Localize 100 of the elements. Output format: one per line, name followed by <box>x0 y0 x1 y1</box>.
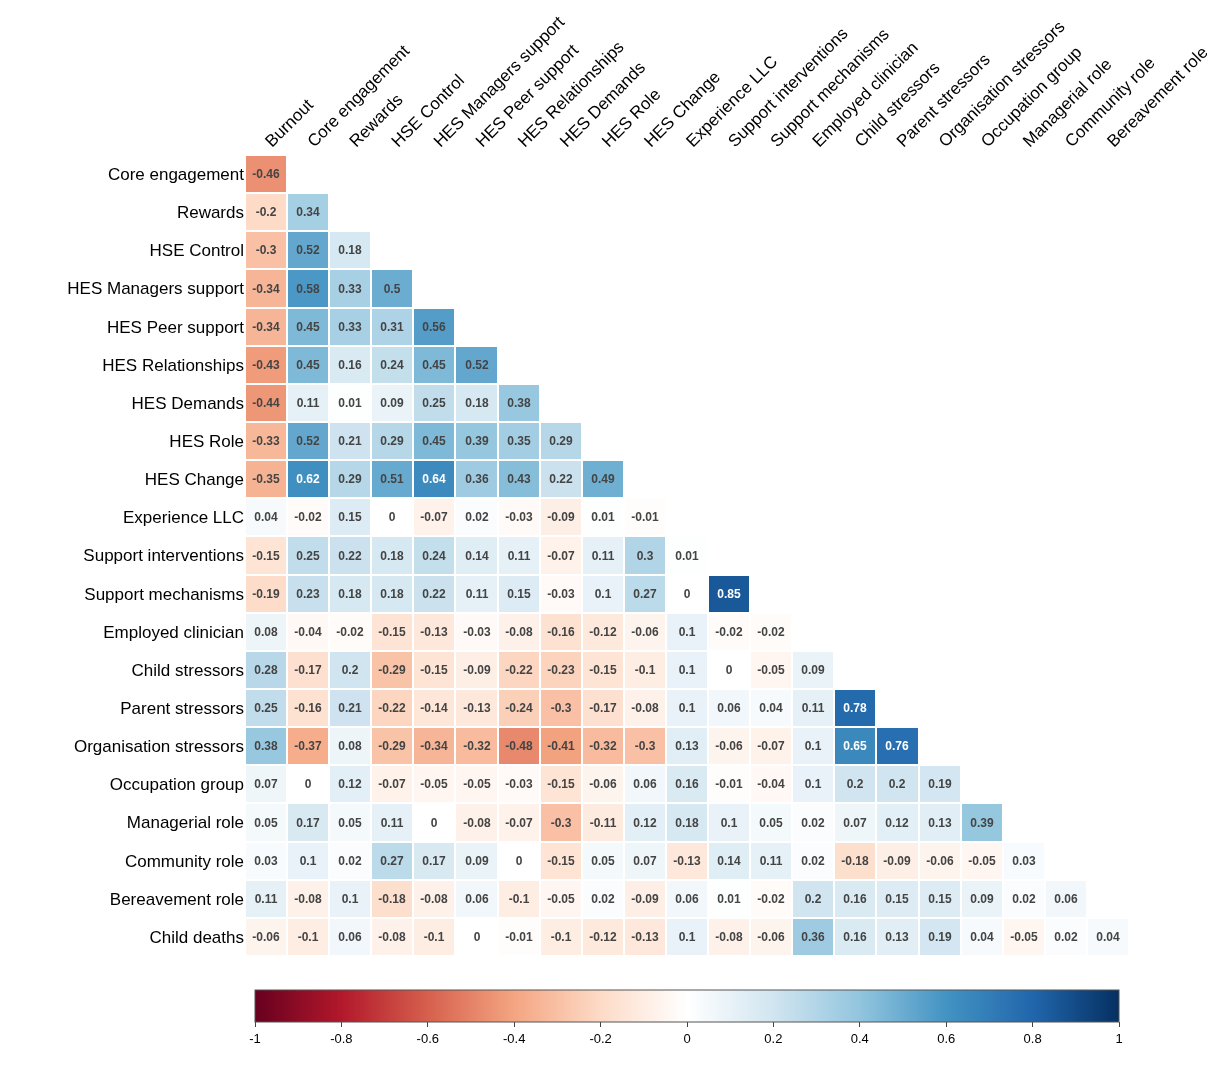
data-label: 0.17 <box>422 854 446 869</box>
data-label: 0 <box>515 854 523 869</box>
data-label: -0.08 <box>463 816 491 831</box>
data-label: 0.28 <box>254 663 278 678</box>
y-tick-label: Child stressors <box>131 660 244 680</box>
data-label: 0.15 <box>885 892 909 907</box>
y-tick-label: HES Peer support <box>106 317 245 337</box>
data-label: 0.13 <box>928 816 952 831</box>
data-label: 0 <box>473 930 481 945</box>
data-label: 0.45 <box>296 320 320 335</box>
data-label: -0.46 <box>252 167 280 182</box>
data-label: 0.14 <box>465 549 489 564</box>
data-label: 0.62 <box>296 472 320 487</box>
data-label: 0.78 <box>843 701 867 716</box>
data-label: 0.38 <box>254 739 278 754</box>
data-label: -0.04 <box>294 625 322 640</box>
data-label: -0.43 <box>252 358 280 373</box>
data-label: -0.07 <box>420 510 448 525</box>
data-label: -0.29 <box>378 663 406 678</box>
data-label: 0.45 <box>422 434 446 449</box>
data-label: 0.04 <box>970 930 994 945</box>
data-label: 0.01 <box>675 549 699 564</box>
data-label: 0.04 <box>254 510 278 525</box>
data-label: -0.09 <box>631 892 659 907</box>
data-label: 0.21 <box>338 434 362 449</box>
data-label: 0.07 <box>254 777 278 792</box>
data-label: -0.05 <box>968 854 996 869</box>
data-label: -0.09 <box>547 510 575 525</box>
data-label: -0.05 <box>463 777 491 792</box>
data-label: 0.07 <box>633 854 657 869</box>
data-label: -0.1 <box>634 663 656 678</box>
data-label: 0.02 <box>801 854 825 869</box>
data-label: -0.48 <box>505 739 533 754</box>
data-label: 0.29 <box>549 434 573 449</box>
data-label: 0.06 <box>338 930 362 945</box>
data-label: 0.11 <box>801 701 825 716</box>
data-label: -0.3 <box>634 739 656 754</box>
color-bar-label: -0.2 <box>589 1030 612 1046</box>
y-tick-label: Support mechanisms <box>84 584 244 604</box>
data-label: 0.16 <box>675 777 699 792</box>
y-tick-label: HES Change <box>144 470 244 490</box>
y-tick-label: Child deaths <box>149 927 244 947</box>
data-label: 0.05 <box>591 854 615 869</box>
y-tick-label: Managerial role <box>126 813 244 833</box>
data-label: 0.5 <box>383 282 401 297</box>
data-label: -0.16 <box>547 625 575 640</box>
data-label: -0.23 <box>547 663 575 678</box>
data-label: -0.06 <box>715 739 743 754</box>
data-label: 0 <box>683 587 691 602</box>
data-label: 0.18 <box>465 396 489 411</box>
y-tick-label: Support interventions <box>83 546 244 566</box>
y-tick-label: Community role <box>124 851 244 871</box>
data-label: 0.24 <box>380 358 404 373</box>
data-label: -0.07 <box>378 777 406 792</box>
data-label: -0.13 <box>463 701 491 716</box>
y-tick-label: HES Relationships <box>102 355 244 375</box>
data-label: 0.12 <box>338 777 362 792</box>
data-label: 0.1 <box>804 739 822 754</box>
data-label: -0.05 <box>547 892 575 907</box>
data-label: 0.13 <box>885 930 909 945</box>
data-label: 0.02 <box>338 854 362 869</box>
data-label: -0.06 <box>926 854 954 869</box>
data-label: 0.11 <box>591 549 615 564</box>
y-tick-label: Experience LLC <box>123 508 244 528</box>
data-label: -0.05 <box>757 663 785 678</box>
data-label: -0.1 <box>508 892 530 907</box>
data-label: 0.06 <box>633 777 657 792</box>
data-label: -0.03 <box>547 587 575 602</box>
data-label: 0.1 <box>678 663 696 678</box>
data-label: 0.51 <box>380 472 404 487</box>
data-label: 0.43 <box>507 472 531 487</box>
data-label: -0.05 <box>420 777 448 792</box>
data-label: 0.11 <box>759 854 783 869</box>
y-tick-label: Employed clinician <box>103 622 244 642</box>
data-label: 0.65 <box>843 739 867 754</box>
data-label: 0.09 <box>465 854 489 869</box>
data-label: 0.18 <box>380 587 404 602</box>
data-label: 0 <box>725 663 733 678</box>
data-label: 0.22 <box>338 549 362 564</box>
data-label: 0.33 <box>338 320 362 335</box>
data-label: 0.08 <box>338 739 362 754</box>
data-label: 0.49 <box>591 472 615 487</box>
data-label: -0.02 <box>294 510 322 525</box>
data-label: 0.02 <box>1054 930 1078 945</box>
data-label: -0.04 <box>757 777 785 792</box>
data-label: 0.01 <box>338 396 362 411</box>
data-label: 0.02 <box>1012 892 1036 907</box>
color-bar-label: 0 <box>683 1030 691 1046</box>
data-label: 0.45 <box>296 358 320 373</box>
data-label: -0.13 <box>673 854 701 869</box>
data-label: 0.1 <box>299 854 317 869</box>
data-label: -0.02 <box>757 892 785 907</box>
data-label: 0.06 <box>465 892 489 907</box>
data-label: -0.02 <box>336 625 364 640</box>
data-label: 0.11 <box>465 587 489 602</box>
data-label: -0.08 <box>715 930 743 945</box>
data-label: 0.3 <box>636 549 654 564</box>
data-label: -0.03 <box>463 625 491 640</box>
data-label: -0.03 <box>505 510 533 525</box>
color-bar-label: -1 <box>249 1030 261 1046</box>
